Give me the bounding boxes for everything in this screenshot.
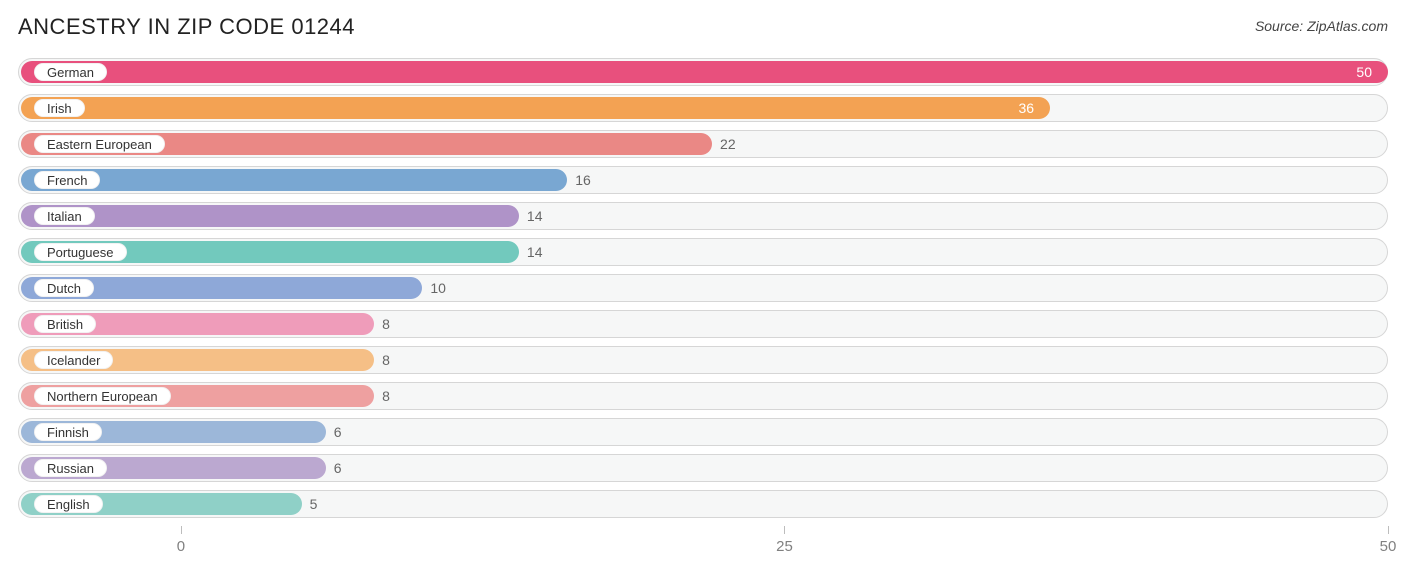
bar-fill [21,169,567,191]
category-label: Russian [34,459,107,477]
bar-row: British 8 [18,310,1388,338]
category-label: British [34,315,96,333]
value-label: 6 [334,454,342,482]
chart-area: German50Irish36Eastern European22French1… [18,58,1388,562]
bar-row: German 50 [18,58,1388,86]
value-label: 14 [527,202,543,230]
value-label: 8 [382,382,390,410]
bar-row: Icelander 8 [18,346,1388,374]
value-label: 16 [575,166,591,194]
axis-tick-label: 0 [177,538,185,555]
value-label: 10 [430,274,446,302]
category-label: Irish [34,99,85,117]
category-label: English [34,495,103,513]
bar-row: Northern European 8 [18,382,1388,410]
category-label: Icelander [34,351,113,369]
bar-row: Dutch 10 [18,274,1388,302]
category-label: Finnish [34,423,102,441]
axis-tick [784,526,785,534]
value-label: 22 [720,130,736,158]
bar-row: Portuguese 14 [18,238,1388,266]
chart-source: Source: ZipAtlas.com [1255,18,1388,34]
chart-header: ANCESTRY IN ZIP CODE 01244 Source: ZipAt… [18,14,1388,40]
x-axis: 02550 [18,526,1388,562]
bar-row: Russian 6 [18,454,1388,482]
category-label: Italian [34,207,95,225]
axis-tick-label: 50 [1380,538,1397,555]
bar-fill [21,205,519,227]
chart-title: ANCESTRY IN ZIP CODE 01244 [18,14,355,40]
value-label: 6 [334,418,342,446]
category-label: German [34,63,107,81]
bar-fill [21,97,1050,119]
bar-row: Italian 14 [18,202,1388,230]
value-label: 50 [1356,58,1372,86]
value-label: 14 [527,238,543,266]
value-label: 5 [310,490,318,518]
category-label: French [34,171,100,189]
bar-row: Eastern European 22 [18,130,1388,158]
axis-tick [1388,526,1389,534]
value-label: 8 [382,310,390,338]
axis-tick-label: 25 [776,538,793,555]
axis-tick [181,526,182,534]
bar-row: Irish 36 [18,94,1388,122]
value-label: 8 [382,346,390,374]
category-label: Northern European [34,387,171,405]
bar-row: Finnish 6 [18,418,1388,446]
category-label: Eastern European [34,135,165,153]
value-label: 36 [1018,94,1034,122]
bar-row: English 5 [18,490,1388,518]
category-label: Dutch [34,279,94,297]
category-label: Portuguese [34,243,127,261]
bar-row: French 16 [18,166,1388,194]
bar-fill [21,61,1388,83]
